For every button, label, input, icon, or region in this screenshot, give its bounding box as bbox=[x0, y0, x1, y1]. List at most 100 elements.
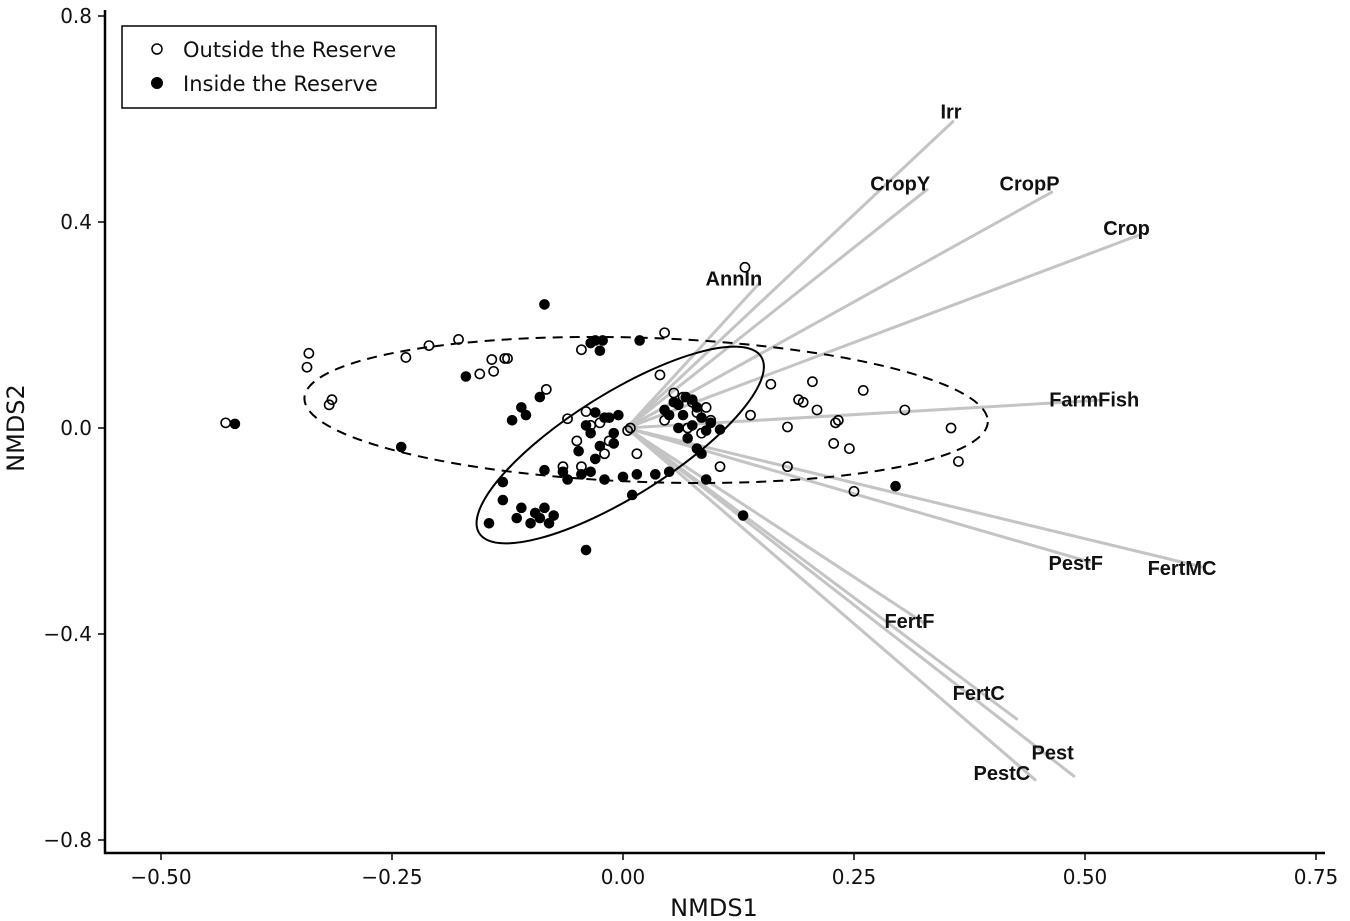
inside-reserve-point bbox=[511, 512, 523, 524]
outside-reserve-point bbox=[843, 443, 855, 454]
inside-reserve-point bbox=[543, 517, 555, 529]
confidence-ellipses bbox=[303, 335, 989, 545]
inside-reserve-point bbox=[613, 409, 624, 421]
outside-reserve-point bbox=[453, 334, 464, 345]
x-axis-ticks: −0.50 −0.25 0.00 0.25 0.50 0.75 bbox=[130, 853, 1338, 889]
vector-label-pest: Pest bbox=[1032, 742, 1075, 764]
outside-reserve-point bbox=[502, 353, 513, 364]
legend-box bbox=[121, 25, 437, 109]
inside-reserve-point bbox=[691, 402, 703, 413]
open-circle-icon bbox=[151, 43, 163, 55]
outside-reserve-point bbox=[700, 401, 712, 413]
inside-reserve-point bbox=[626, 489, 638, 501]
inside-reserve-point bbox=[696, 448, 707, 460]
outside-reserve-point bbox=[899, 404, 911, 416]
inside-reserve-point bbox=[539, 502, 550, 514]
inside-reserve-ellipse bbox=[475, 345, 765, 545]
outside-reserve-point bbox=[714, 461, 726, 473]
outside-reserve-point bbox=[830, 417, 841, 429]
inside-reserve-point bbox=[597, 335, 608, 346]
inside-reserve-point bbox=[520, 409, 532, 421]
vector-arrow-fertf bbox=[625, 426, 927, 626]
inside-reserve-point bbox=[557, 466, 569, 478]
inside-reserve-point bbox=[506, 414, 518, 426]
outside-reserve-point bbox=[326, 394, 338, 406]
outside-reserve-point bbox=[323, 399, 335, 411]
vector-label-pestc: PestC bbox=[973, 763, 1030, 785]
outside-reserve-point bbox=[303, 347, 315, 359]
inside-reserve-point bbox=[580, 420, 592, 431]
outside-reserve-point bbox=[423, 340, 435, 351]
inside-reserve-point bbox=[573, 445, 584, 457]
vector-arrow-cropp bbox=[625, 190, 1054, 430]
vector-arrow-pest bbox=[625, 426, 1076, 778]
inside-reserve-point bbox=[599, 474, 610, 485]
inside-reserve-point bbox=[516, 402, 527, 413]
inside-reserve-point bbox=[634, 335, 645, 346]
vector-label-annin: AnnIn bbox=[706, 269, 763, 291]
inside-reserve-point bbox=[700, 474, 712, 485]
inside-reserve-point bbox=[705, 417, 717, 429]
outside-reserve-point bbox=[765, 378, 777, 390]
outside-reserve-point bbox=[540, 383, 552, 395]
outside-reserve-point bbox=[945, 422, 957, 434]
inside-reserve-point bbox=[539, 299, 550, 310]
outside-reserve-ellipse bbox=[303, 335, 989, 485]
y-tick-label: −0.8 bbox=[43, 828, 92, 852]
legend-label-outside: Outside the Reserve bbox=[183, 38, 396, 62]
y-axis-title: NMDS2 bbox=[2, 384, 30, 472]
outside-reserve-point bbox=[624, 422, 636, 434]
outside-reserve-point bbox=[659, 327, 670, 339]
outside-reserve-point bbox=[599, 448, 610, 460]
inside-reserve-point bbox=[589, 407, 601, 418]
inside-reserve-point bbox=[682, 433, 693, 444]
vector-arrow-annin bbox=[625, 281, 762, 430]
outside-reserve-point bbox=[571, 435, 583, 447]
vector-label-crop: Crop bbox=[1103, 218, 1150, 240]
x-tick-label: −0.25 bbox=[361, 865, 422, 889]
vector-arrow-crop bbox=[625, 233, 1142, 430]
x-tick-label: 0.75 bbox=[1294, 865, 1339, 889]
data-points bbox=[220, 261, 964, 556]
outside-reserve-point bbox=[832, 414, 844, 426]
inside-reserve-point bbox=[663, 466, 675, 478]
vector-labels: Irr CropY CropP Crop AnnIn FarmFish PestF FertM… bbox=[706, 101, 1217, 785]
outside-reserve-point bbox=[797, 396, 809, 408]
inside-reserve-point bbox=[631, 469, 643, 480]
outside-reserve-point bbox=[782, 421, 793, 433]
inside-reserve-point bbox=[534, 391, 546, 403]
inside-reserve-point bbox=[460, 371, 472, 382]
x-tick-label: −0.50 bbox=[130, 865, 191, 889]
inside-reserve-point bbox=[483, 517, 495, 529]
y-axis-ticks: −0.8 −0.4 0.0 0.4 0.8 bbox=[43, 4, 105, 852]
y-tick-label: −0.4 bbox=[43, 622, 92, 646]
outside-reserve-point bbox=[486, 354, 498, 365]
inside-reserve-point bbox=[687, 394, 698, 405]
outside-reserve-point bbox=[220, 417, 232, 429]
vector-label-pestf: PestF bbox=[1049, 553, 1103, 575]
inside-reserve-point bbox=[700, 425, 712, 436]
vector-arrow-pestc bbox=[625, 426, 1037, 782]
inside-reserve-point bbox=[617, 471, 629, 483]
inside-reserve-point bbox=[589, 453, 601, 465]
inside-reserve-point bbox=[516, 502, 527, 514]
x-tick-label: 0.50 bbox=[1063, 865, 1108, 889]
inside-reserve-point bbox=[576, 469, 587, 480]
legend: Outside the Reserve Inside the Reserve bbox=[121, 25, 437, 109]
outside-reserve-point bbox=[807, 376, 818, 388]
vector-label-fertf: FertF bbox=[884, 611, 934, 633]
x-tick-label: 0.00 bbox=[601, 865, 646, 889]
outside-reserve-point bbox=[488, 365, 500, 377]
inside-reserve-point bbox=[525, 517, 536, 529]
outside-reserve-point bbox=[301, 361, 313, 373]
inside-reserve-point bbox=[608, 438, 620, 449]
inside-reserve-point bbox=[673, 422, 684, 434]
outside-reserve-point bbox=[400, 352, 412, 363]
x-tick-label: 0.25 bbox=[832, 865, 877, 889]
inside-reserve-point bbox=[663, 409, 675, 421]
inside-reserve-point bbox=[687, 420, 698, 431]
outside-reserve-point bbox=[576, 344, 587, 356]
vector-label-farmfish: FarmFish bbox=[1049, 390, 1139, 412]
outside-reserve-point bbox=[739, 261, 751, 273]
